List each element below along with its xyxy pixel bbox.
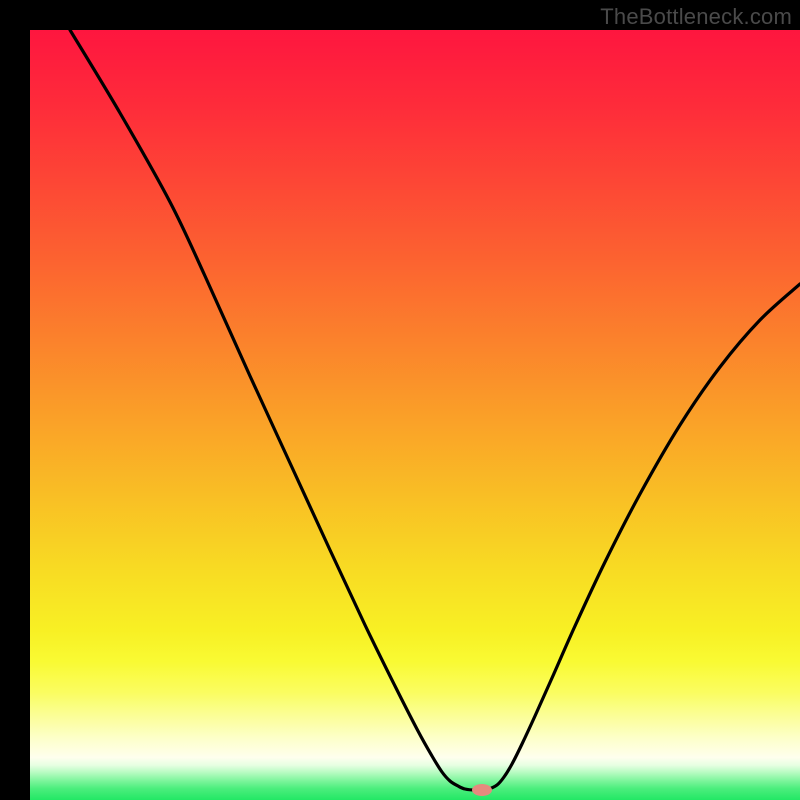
bottleneck-chart bbox=[0, 0, 800, 800]
watermark-text: TheBottleneck.com bbox=[600, 4, 792, 30]
optimum-marker bbox=[472, 784, 492, 796]
